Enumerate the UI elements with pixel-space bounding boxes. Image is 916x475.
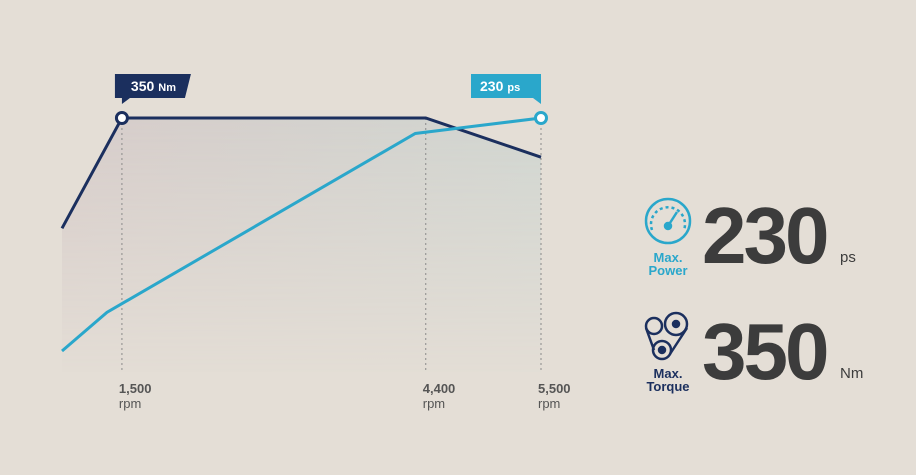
x-tick-unit: rpm bbox=[119, 396, 141, 411]
x-tick-label: 1,500 bbox=[119, 381, 152, 396]
line bbox=[61, 116, 542, 353]
callout-unit: Nm bbox=[158, 82, 176, 94]
callout-label: 230 ps bbox=[480, 78, 520, 94]
callout bbox=[114, 74, 191, 104]
stat-value: 230 bbox=[702, 191, 827, 280]
peak-marker bbox=[534, 111, 548, 125]
stat-label: Max. bbox=[654, 250, 683, 265]
callout bbox=[471, 74, 541, 104]
x-tick-label: 5,500 bbox=[538, 381, 571, 396]
stat-unit: ps bbox=[840, 249, 856, 266]
line bbox=[60, 116, 542, 230]
stat-label: Power bbox=[648, 263, 687, 278]
x-tick-label: 4,400 bbox=[423, 381, 456, 396]
peak-marker bbox=[114, 111, 129, 125]
torque-icon bbox=[644, 311, 689, 361]
x-tick-unit: rpm bbox=[538, 396, 560, 411]
callout-unit: ps bbox=[507, 82, 520, 94]
callout-value: 350 bbox=[131, 78, 155, 94]
stat-label: Torque bbox=[646, 379, 689, 394]
callout-value: 230 bbox=[480, 78, 504, 94]
stat-unit: Nm bbox=[840, 365, 863, 382]
area bbox=[62, 118, 541, 372]
x-tick-unit: rpm bbox=[423, 396, 445, 411]
power-icon bbox=[644, 197, 692, 245]
callout-label: 350 Nm bbox=[131, 78, 176, 94]
stat-label: Max. bbox=[654, 366, 683, 381]
stat-value: 350 bbox=[702, 307, 827, 396]
